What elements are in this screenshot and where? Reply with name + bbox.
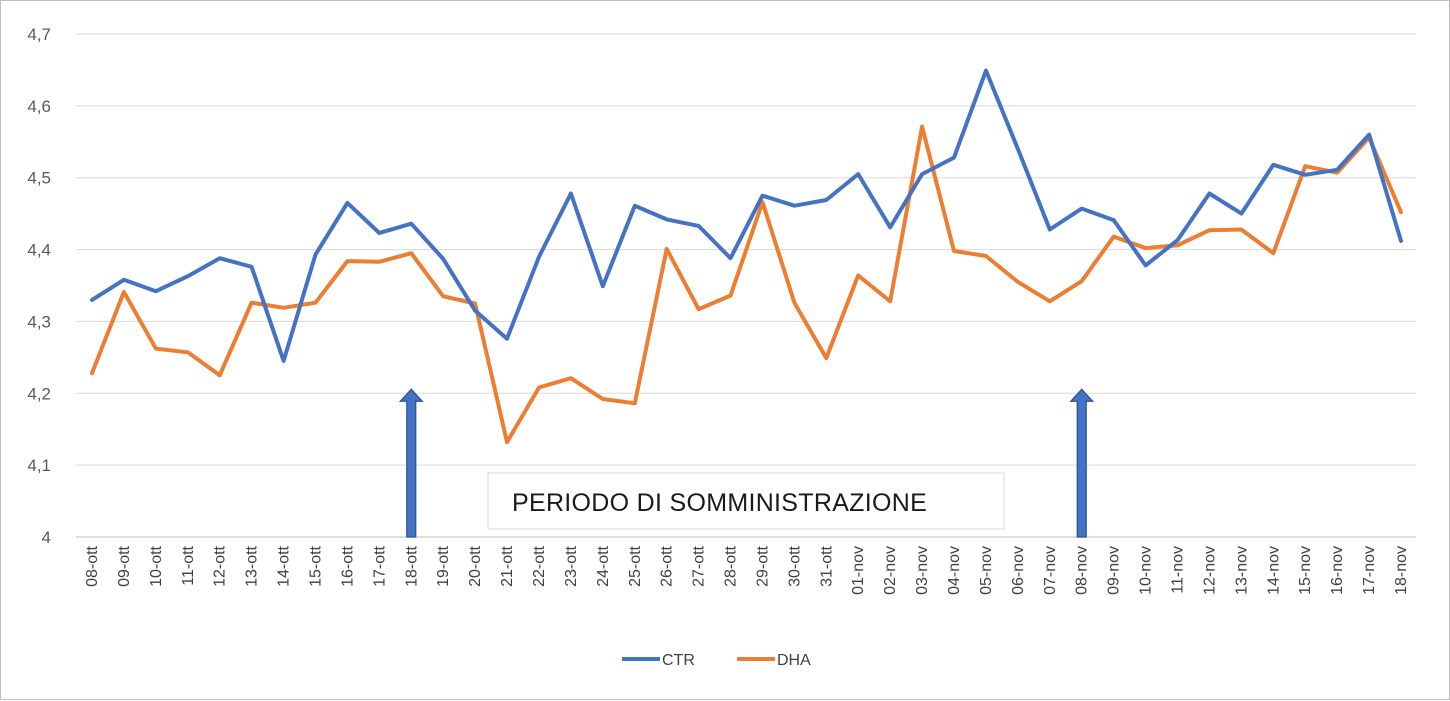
x-tick-label: 09-ott [116,545,133,586]
x-tick-label: 18-ott [403,545,420,586]
x-tick-label: 02-nov [882,546,899,595]
x-tick-label: 21-ott [499,545,516,586]
x-tick-label: 24-ott [595,545,612,586]
series-line-ctr [90,68,1403,363]
annotation: PERIODO DI SOMMINISTRAZIONE [487,472,1005,530]
x-tick-label: 13-ott [244,545,261,586]
arrows [398,388,1095,538]
x-tick-label: 28-ott [723,545,740,586]
x-tick-label: 09-nov [1106,546,1123,595]
x-tick-label: 19-ott [435,545,452,586]
x-tick-label: 04-nov [946,546,963,595]
y-tick-label: 4,6 [27,97,51,116]
annotation-text: PERIODO DI SOMMINISTRAZIONE [512,489,927,517]
x-tick-label: 10-nov [1138,546,1155,595]
x-tick-label: 08-ott [84,545,101,586]
y-tick-label: 4 [42,528,51,547]
x-axis-ticks: 08-ott 09-ott 10-ott 11-ott 12-ott 13-ott 14-o… [84,545,1410,594]
x-tick-label: 26-ott [659,545,676,586]
x-tick-label: 12-nov [1201,546,1218,595]
x-tick-label: 23-ott [563,545,580,586]
x-tick-label: 11-ott [180,545,197,585]
y-axis-ticks: 4 4,1 4,2 4,3 4,4 4,5 4,6 4,7 [27,25,51,547]
x-tick-label: 20-ott [467,545,484,586]
x-tick-label: 05-nov [978,546,995,595]
x-tick-label: 17-ott [371,545,388,586]
x-tick-label: 11-nov [1170,546,1187,594]
legend: CTR DHA [622,652,811,669]
series-lines [90,68,1403,445]
x-tick-label: 08-nov [1074,546,1091,595]
y-tick-label: 4,2 [27,384,51,403]
x-tick-label: 15-ott [307,545,324,586]
y-tick-label: 4,4 [27,241,51,260]
y-tick-label: 4,5 [27,169,51,188]
x-tick-label: 14-nov [1265,546,1282,595]
x-tick-label: 31-ott [818,545,835,586]
x-tick-label: 14-ott [276,545,293,586]
x-tick-label: 07-nov [1042,546,1059,595]
x-tick-label: 22-ott [531,545,548,586]
gridlines [76,33,1416,538]
x-tick-label: 18-nov [1393,546,1410,595]
legend-label-dha: DHA [777,652,811,669]
x-tick-label: 03-nov [914,546,931,595]
x-tick-label: 01-nov [850,546,867,595]
legend-label-ctr: CTR [662,652,695,669]
y-tick-label: 4,1 [27,456,51,475]
x-tick-label: 12-ott [212,545,229,586]
series-line-dha [90,124,1403,445]
x-tick-label: 16-nov [1329,546,1346,595]
x-tick-label: 13-nov [1233,546,1250,595]
y-tick-label: 4,3 [27,312,51,331]
x-tick-label: 16-ott [339,545,356,586]
x-tick-label: 10-ott [148,545,165,586]
x-tick-label: 29-ott [754,545,771,586]
annotation-box [487,472,1005,530]
x-tick-label: 06-nov [1010,546,1027,595]
arrow-marker [398,388,424,538]
x-tick-label: 15-nov [1297,546,1314,595]
x-tick-label: 30-ott [786,545,803,586]
x-tick-label: 27-ott [691,545,708,586]
arrow-marker [1069,388,1095,538]
x-tick-label: 17-nov [1361,546,1378,595]
x-tick-label: 25-ott [627,545,644,586]
y-tick-label: 4,7 [27,25,51,44]
